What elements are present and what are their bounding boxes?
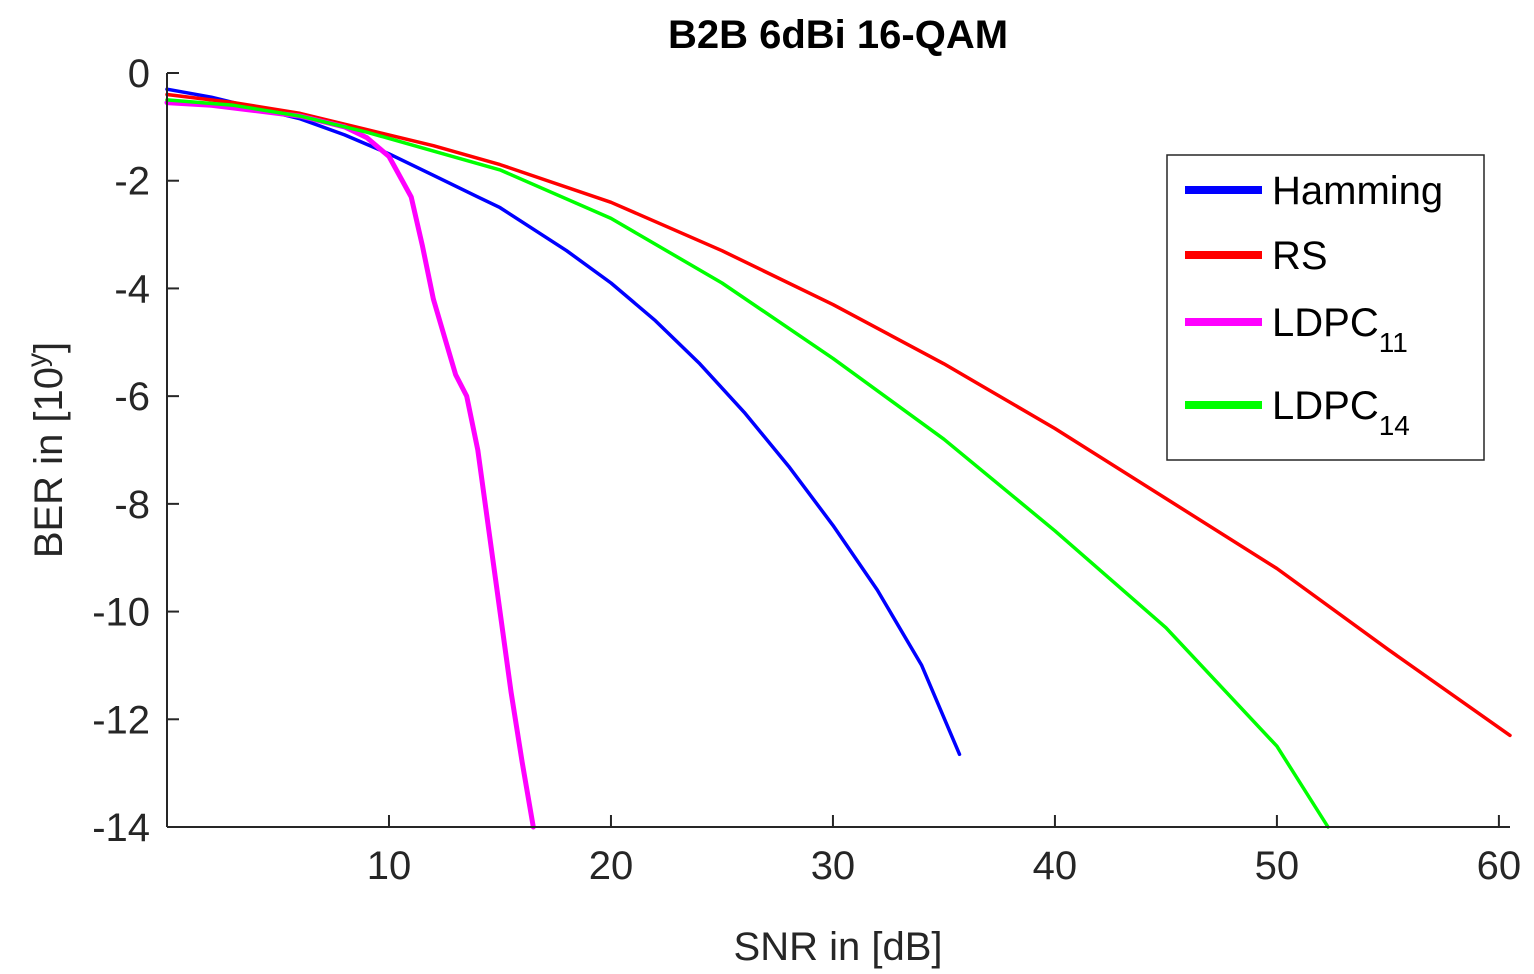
y-tick-label: 0 [128, 52, 150, 96]
x-tick-label: 10 [367, 844, 412, 888]
x-tick-label: 60 [1477, 844, 1522, 888]
chart-title: B2B 6dBi 16-QAM [668, 13, 1008, 57]
x-ticks: 10 20 30 40 50 60 [367, 815, 1521, 888]
series-line-rs [165, 92, 1512, 738]
y-ticks: 0 -2 -4 -6 -8 -10 -12 -14 [92, 52, 179, 850]
x-tick-label: 40 [1033, 844, 1078, 888]
legend-label-main: RS [1272, 234, 1328, 278]
series-line-ldpc14 [165, 98, 1330, 829]
legend-label: RS [1272, 234, 1328, 278]
legend-label: LDPC11 [1272, 301, 1408, 358]
axes [166, 73, 1510, 828]
legend-label-main: LDPC [1272, 301, 1379, 345]
y-tick-label: -12 [92, 698, 150, 742]
series-line-ldpc11 [164, 100, 536, 830]
y-axis-label: BER in [10y] [21, 342, 71, 558]
legend-label-sub: 11 [1379, 327, 1408, 358]
legend-label-main: LDPC [1272, 384, 1379, 428]
y-axis-label-close: ] [27, 342, 71, 353]
y-tick-label: -2 [114, 160, 150, 204]
y-tick-label: -14 [92, 806, 150, 850]
y-tick-label: -10 [92, 591, 150, 635]
legend-label: Hamming [1272, 169, 1443, 213]
legend-label: LDPC14 [1272, 384, 1410, 441]
y-tick-label: -4 [114, 267, 150, 311]
legend-box [1166, 154, 1485, 461]
legend-label-sub: 14 [1379, 410, 1410, 441]
x-tick-label: 50 [1255, 844, 1300, 888]
series-layer [164, 87, 1512, 830]
y-axis-label-sup: y [21, 353, 52, 367]
legend-label-main: Hamming [1272, 169, 1443, 213]
x-axis-label: SNR in [dB] [734, 925, 943, 969]
y-tick-label: -8 [114, 483, 150, 527]
series-line-hamming [165, 87, 962, 757]
x-tick-label: 30 [811, 844, 856, 888]
x-tick-label: 20 [589, 844, 634, 888]
y-tick-label: -6 [114, 375, 150, 419]
y-axis-label-main: BER in [10 [27, 367, 71, 558]
